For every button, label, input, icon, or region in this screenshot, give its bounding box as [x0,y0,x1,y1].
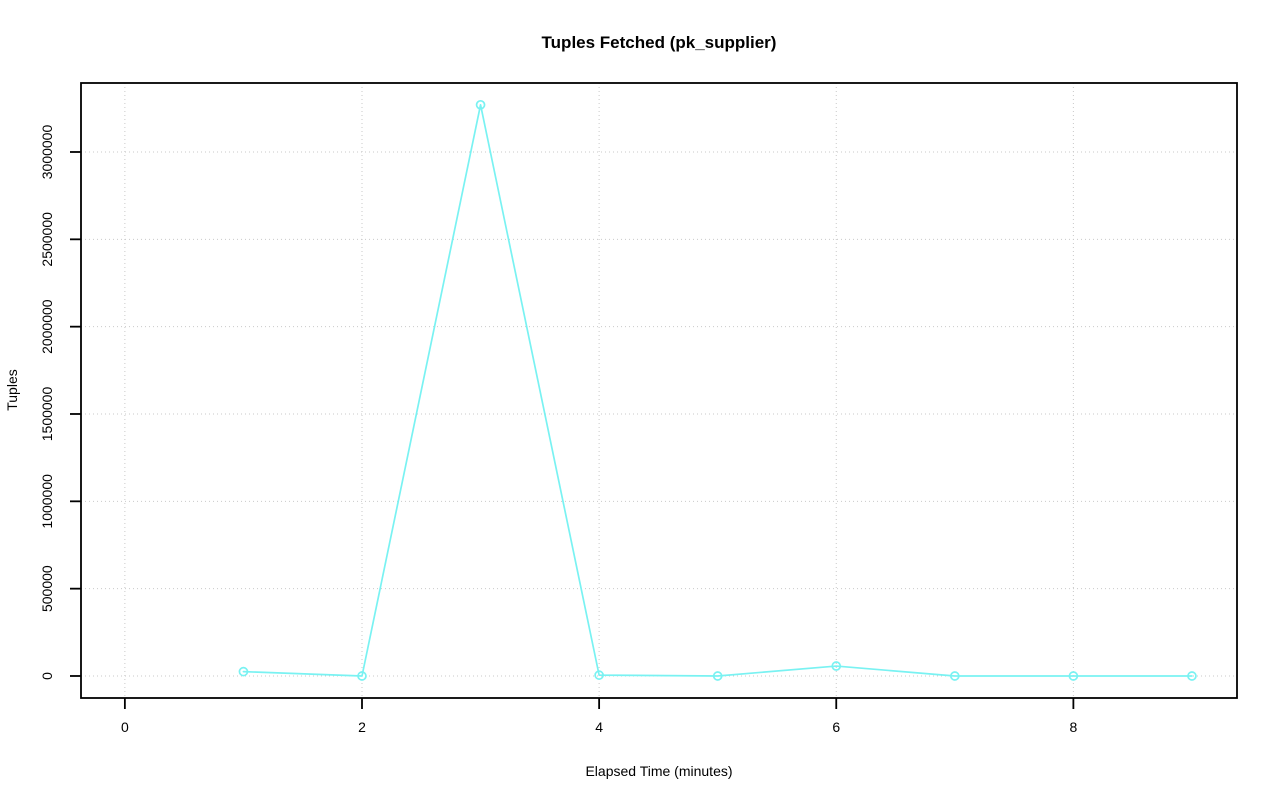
chart-title: Tuples Fetched (pk_supplier) [541,33,777,52]
y-tick-label: 0 [39,672,55,680]
data-point-marker [594,670,604,680]
data-point-marker [1187,671,1197,681]
data-line [242,103,1193,677]
data-point-marker [238,666,249,677]
data-point-marker [712,671,723,681]
y-tick-label: 2500000 [39,212,55,267]
y-tick-label: 1000000 [39,474,55,529]
data-point-marker [1068,671,1079,681]
x-tick-label: 2 [358,719,366,735]
data-point-marker [831,661,842,671]
y-tick-label: 3000000 [39,125,55,180]
x-tick-label: 8 [1069,719,1077,735]
data-point-marker [949,671,960,681]
x-tick-label: 0 [121,719,129,735]
y-tick-label: 2000000 [39,299,55,354]
y-tick-label: 1500000 [39,387,55,442]
data-point-marker [357,671,367,681]
x-tick-label: 6 [832,719,840,735]
x-axis-label: Elapsed Time (minutes) [585,763,733,779]
y-tick-label: 500000 [39,565,55,612]
data-point-marker [475,99,486,110]
x-tick-label: 4 [595,719,603,735]
plot-box [80,82,1238,699]
